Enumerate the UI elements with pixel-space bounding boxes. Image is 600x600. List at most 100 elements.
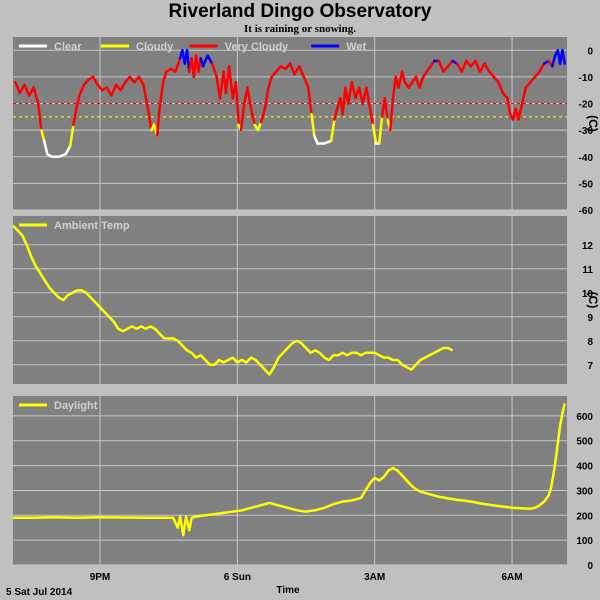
y-tick-sky-1: -10 <box>579 73 594 84</box>
sky-segment-131 <box>506 96 512 116</box>
sky-segment-129 <box>497 80 505 95</box>
sky-segment-15 <box>74 94 81 111</box>
x-tick-3: 6AM <box>501 572 522 583</box>
y-tick-daylight-4: 400 <box>576 462 593 473</box>
sky-segment-30 <box>142 83 150 111</box>
y-tick-daylight-1: 100 <box>576 536 593 547</box>
y-tick-sky-5: -50 <box>579 179 594 190</box>
legend-label-sky-0: Clear <box>54 41 82 53</box>
y-tick-daylight-2: 200 <box>576 511 593 522</box>
y-unit-ambient: (C) <box>586 292 600 309</box>
y-tick-daylight-3: 300 <box>576 486 593 497</box>
sky-segment-14 <box>72 107 78 127</box>
sky-segment-136 <box>520 86 528 105</box>
legend-label-sky-3: Wet <box>346 41 366 53</box>
sky-segment-51 <box>206 54 214 65</box>
page-subtitle: It is raining or snowing. <box>244 23 356 35</box>
sky-segment-124 <box>474 59 482 73</box>
sky-segment-61 <box>239 102 246 132</box>
sky-segment-35 <box>158 80 165 111</box>
sky-segment-5 <box>32 86 40 105</box>
y-tick-ambient-1: 8 <box>587 337 593 348</box>
sky-segment-83 <box>329 118 336 143</box>
sky-segment-34 <box>155 107 161 137</box>
sky-segment-13 <box>68 123 75 148</box>
sky-segment-147 <box>561 49 566 65</box>
sky-segment-84 <box>333 107 339 121</box>
sky-segment-64 <box>249 107 256 127</box>
sky-segment-95 <box>368 107 375 127</box>
sky-segment-78 <box>307 86 313 116</box>
y-tick-ambient-0: 7 <box>587 361 593 372</box>
sky-segment-103 <box>391 75 398 100</box>
sky-segment-29 <box>137 75 145 87</box>
sky-segment-126 <box>483 62 491 73</box>
y-tick-daylight-5: 500 <box>576 437 593 448</box>
y-unit-sky: (C) <box>586 115 600 132</box>
sky-segment-7 <box>40 128 46 143</box>
sky-segment-50 <box>201 54 209 68</box>
y-tick-sky-4: -40 <box>579 153 594 164</box>
y-tick-ambient-2: 9 <box>587 313 593 324</box>
x-tick-2: 3AM <box>364 572 385 583</box>
sky-segment-143 <box>551 54 557 68</box>
x-tick-0: 9PM <box>90 572 111 583</box>
x-tick-1: 6 Sun <box>224 572 251 583</box>
sky-segment-31 <box>146 107 153 132</box>
page-title: Riverland Dingo Observatory <box>168 1 432 22</box>
sky-segment-121 <box>460 59 468 73</box>
sky-segment-77 <box>302 75 310 89</box>
y-tick-ambient-3: 10 <box>582 289 594 300</box>
y-tick-sky-0: 0 <box>587 46 593 57</box>
legend-label-sky-2: Very Cloudy <box>225 41 289 53</box>
sky-segment-102 <box>389 96 395 132</box>
daylight-line <box>13 403 566 537</box>
sky-segment-1 <box>14 80 22 95</box>
sky-segment-74 <box>288 62 296 76</box>
plot-area-daylight <box>13 396 567 565</box>
sky-segment-63 <box>246 86 253 111</box>
y-tick-ambient-4: 11 <box>582 265 593 276</box>
sky-segment-3 <box>23 83 31 97</box>
sky-segment-90 <box>350 80 357 100</box>
sky-segment-135 <box>517 102 524 121</box>
sky-segment-76 <box>297 65 305 79</box>
sky-segment-19 <box>91 75 99 87</box>
sky-segment-12 <box>64 144 72 156</box>
legend-label-sky-1: Cloudy <box>136 41 174 53</box>
sky-segment-66 <box>256 120 263 132</box>
sky-segment-140 <box>538 62 546 73</box>
sky-segment-100 <box>383 96 389 121</box>
y-tick-daylight-0: 0 <box>587 561 593 572</box>
y-tick-daylight-6: 600 <box>576 412 593 423</box>
sky-segment-116 <box>437 59 445 73</box>
sky-segment-69 <box>267 75 273 89</box>
y-tick-sky-6: -60 <box>579 206 594 217</box>
sky-segment-98 <box>378 115 384 145</box>
sky-segment-94 <box>365 86 372 111</box>
sky-segment-59 <box>234 80 240 127</box>
sky-segment-8 <box>42 139 49 156</box>
sky-segment-16 <box>78 83 86 97</box>
sky-segment-39 <box>174 57 182 73</box>
sky-segment-67 <box>259 107 267 124</box>
legend-label-ambient-0: Ambient Temp <box>54 220 130 232</box>
sky-segment-79 <box>310 112 316 137</box>
sky-segment-111 <box>418 75 425 89</box>
sky-segment-105 <box>397 70 404 89</box>
sky-segment-80 <box>313 134 319 145</box>
plot-area-ambient <box>13 216 567 384</box>
sky-segment-23 <box>110 83 118 97</box>
sky-segment-96 <box>371 123 378 145</box>
x-axis-label: Time <box>276 585 300 596</box>
sky-segment-68 <box>263 86 270 111</box>
sky-segment-125 <box>478 62 486 73</box>
sky-segment-57 <box>227 65 235 100</box>
legend-label-daylight-0: Daylight <box>54 400 98 412</box>
sky-segment-25 <box>119 80 127 92</box>
y-tick-ambient-5: 12 <box>582 241 594 252</box>
y-tick-sky-2: -20 <box>579 100 594 111</box>
footer-date: 5 Sat Jul 2014 <box>6 587 73 598</box>
sky-segment-6 <box>36 102 43 132</box>
